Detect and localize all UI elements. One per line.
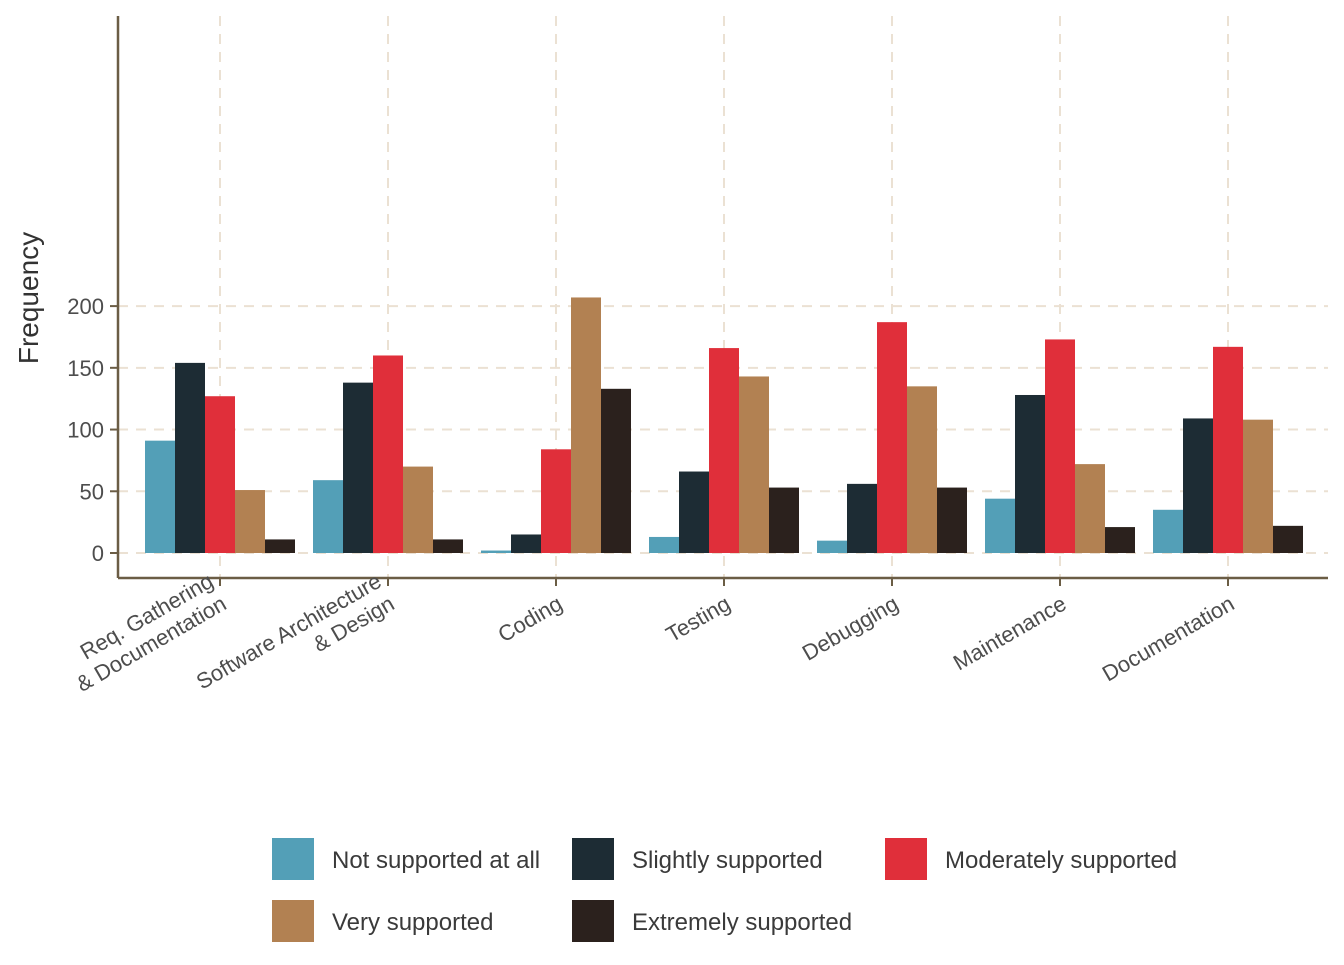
x-tick-label: Testing xyxy=(662,591,735,648)
bar xyxy=(145,440,175,553)
bar xyxy=(1183,418,1213,553)
y-tick-label: 100 xyxy=(67,418,104,443)
legend-label: Extremely supported xyxy=(632,909,852,936)
bar xyxy=(679,471,709,553)
bar xyxy=(769,487,799,553)
bar xyxy=(877,322,907,553)
legend-swatch xyxy=(272,838,314,880)
bar xyxy=(709,348,739,553)
bar xyxy=(937,487,967,553)
bar xyxy=(511,534,541,553)
y-tick-label: 0 xyxy=(92,541,104,566)
legend-swatch xyxy=(272,900,314,942)
legend-label: Not supported at all xyxy=(332,847,540,874)
bar xyxy=(739,376,769,553)
bar xyxy=(1075,464,1105,553)
bar xyxy=(541,449,571,553)
bar xyxy=(1045,339,1075,553)
legend-item: Not supported at all xyxy=(272,838,540,880)
x-tick-label: Software Architecture& Design xyxy=(192,568,399,717)
bar xyxy=(175,362,205,553)
bar xyxy=(373,355,403,553)
bar xyxy=(601,388,631,553)
legend-label: Slightly supported xyxy=(632,847,823,874)
bar xyxy=(481,550,511,553)
bar xyxy=(1015,394,1045,553)
x-tick-label: Debugging xyxy=(798,591,903,666)
y-tick-label: 50 xyxy=(80,479,104,504)
x-tick-label: Coding xyxy=(494,591,567,648)
x-tick-label: Maintenance xyxy=(949,591,1071,676)
bar xyxy=(817,540,847,553)
bar xyxy=(985,498,1015,553)
legend-item: Slightly supported xyxy=(572,838,823,880)
y-axis-title: Frequency xyxy=(13,232,44,364)
legend-swatch xyxy=(885,838,927,880)
legend-item: Very supported xyxy=(272,900,493,942)
bar xyxy=(847,483,877,553)
legend-item: Extremely supported xyxy=(572,900,852,942)
bar xyxy=(205,396,235,553)
legend: Not supported at all Slightly supported Mo… xyxy=(272,838,1177,942)
bars xyxy=(145,297,1303,553)
bar xyxy=(1213,346,1243,553)
bar xyxy=(313,480,343,553)
y-tick-label: 200 xyxy=(67,294,104,319)
bar xyxy=(1243,419,1273,553)
legend-label: Very supported xyxy=(332,909,493,936)
bar xyxy=(1105,527,1135,553)
bar xyxy=(571,297,601,553)
bar xyxy=(1273,525,1303,553)
bar xyxy=(265,539,295,553)
legend-swatch xyxy=(572,838,614,880)
bar xyxy=(403,466,433,553)
legend-label: Moderately supported xyxy=(945,847,1177,874)
bar xyxy=(235,490,265,553)
x-tick-label: Documentation xyxy=(1098,591,1239,687)
legend-swatch xyxy=(572,900,614,942)
bar xyxy=(649,536,679,553)
bar xyxy=(1153,509,1183,553)
y-tick-label: 150 xyxy=(67,356,104,381)
legend-item: Moderately supported xyxy=(885,838,1177,880)
bar xyxy=(907,386,937,553)
bar xyxy=(343,382,373,553)
bar xyxy=(433,539,463,553)
